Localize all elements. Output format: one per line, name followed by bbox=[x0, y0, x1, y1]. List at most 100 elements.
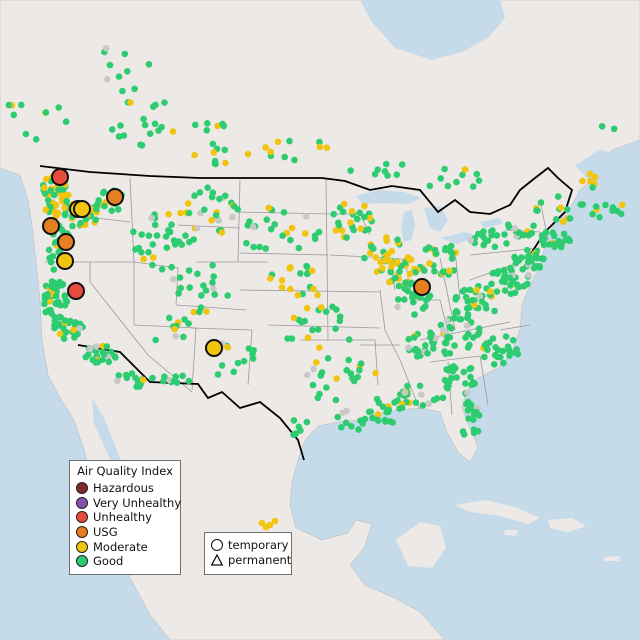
monitor-dot[interactable] bbox=[274, 138, 282, 145]
monitor-dot[interactable] bbox=[481, 353, 488, 361]
monitor-dot[interactable] bbox=[62, 328, 70, 336]
monitor-dot[interactable] bbox=[462, 380, 469, 387]
monitor-dot[interactable] bbox=[121, 50, 129, 58]
monitor-dot[interactable] bbox=[501, 287, 509, 294]
monitor-dot[interactable] bbox=[405, 335, 413, 343]
monitor-dot[interactable] bbox=[401, 296, 408, 303]
monitor-dot[interactable] bbox=[345, 336, 353, 343]
monitor-dot[interactable] bbox=[421, 267, 428, 274]
monitor-dot[interactable] bbox=[330, 210, 338, 218]
highlighted-monitor-unhealthy[interactable] bbox=[67, 282, 85, 300]
monitor-dot[interactable] bbox=[201, 206, 208, 213]
monitor-dot[interactable] bbox=[348, 423, 355, 430]
monitor-dot[interactable] bbox=[478, 298, 486, 306]
monitor-dot[interactable] bbox=[511, 225, 519, 232]
monitor-dot[interactable] bbox=[190, 236, 197, 243]
monitor-dot[interactable] bbox=[148, 214, 155, 222]
monitor-dot[interactable] bbox=[361, 202, 368, 210]
monitor-dot[interactable] bbox=[564, 206, 571, 213]
monitor-dot[interactable] bbox=[203, 308, 210, 315]
monitor-dot[interactable] bbox=[151, 221, 159, 229]
monitor-dot[interactable] bbox=[52, 212, 60, 219]
monitor-dot[interactable] bbox=[182, 232, 189, 239]
monitor-dot[interactable] bbox=[443, 317, 451, 324]
monitor-dot[interactable] bbox=[374, 417, 382, 424]
monitor-dot[interactable] bbox=[467, 401, 475, 409]
monitor-dot[interactable] bbox=[551, 243, 558, 251]
monitor-dot[interactable] bbox=[158, 123, 165, 131]
monitor-dot[interactable] bbox=[441, 165, 448, 173]
monitor-dot[interactable] bbox=[290, 417, 298, 424]
monitor-dot[interactable] bbox=[166, 314, 173, 322]
highlighted-monitor-moderate[interactable] bbox=[56, 252, 74, 270]
monitor-dot[interactable] bbox=[291, 156, 298, 164]
monitor-dot[interactable] bbox=[451, 314, 458, 322]
monitor-dot[interactable] bbox=[61, 204, 68, 212]
monitor-dot[interactable] bbox=[56, 330, 64, 338]
monitor-dot[interactable] bbox=[464, 298, 472, 305]
monitor-dot[interactable] bbox=[591, 173, 599, 181]
monitor-dot[interactable] bbox=[405, 344, 412, 351]
highlighted-monitor-unhealthy[interactable] bbox=[51, 168, 69, 186]
monitor-dot[interactable] bbox=[161, 99, 168, 106]
monitor-dot[interactable] bbox=[145, 249, 152, 256]
monitor-dot[interactable] bbox=[398, 161, 406, 168]
monitor-dot[interactable] bbox=[179, 372, 186, 380]
monitor-dot[interactable] bbox=[437, 175, 445, 182]
monitor-dot[interactable] bbox=[94, 358, 102, 366]
monitor-dot[interactable] bbox=[384, 250, 392, 258]
monitor-dot[interactable] bbox=[500, 266, 508, 274]
monitor-dot[interactable] bbox=[132, 374, 139, 382]
monitor-dot[interactable] bbox=[366, 214, 374, 222]
monitor-dot[interactable] bbox=[127, 99, 134, 106]
monitor-dot[interactable] bbox=[432, 334, 439, 342]
monitor-dot[interactable] bbox=[545, 241, 553, 248]
monitor-dot[interactable] bbox=[442, 244, 450, 252]
monitor-dot[interactable] bbox=[62, 118, 70, 125]
monitor-dot[interactable] bbox=[52, 292, 60, 300]
monitor-dot[interactable] bbox=[391, 399, 398, 406]
monitor-dot[interactable] bbox=[383, 234, 390, 241]
monitor-dot[interactable] bbox=[5, 101, 13, 109]
monitor-dot[interactable] bbox=[50, 191, 58, 199]
monitor-dot[interactable] bbox=[210, 149, 218, 156]
monitor-dot[interactable] bbox=[426, 182, 434, 190]
monitor-dot[interactable] bbox=[425, 244, 433, 251]
monitor-dot[interactable] bbox=[396, 268, 403, 275]
monitor-dot[interactable] bbox=[332, 396, 340, 404]
monitor-dot[interactable] bbox=[250, 243, 257, 251]
monitor-dot[interactable] bbox=[596, 213, 603, 221]
monitor-dot[interactable] bbox=[557, 243, 565, 251]
monitor-dot[interactable] bbox=[42, 175, 50, 183]
monitor-dot[interactable] bbox=[338, 424, 345, 431]
monitor-dot[interactable] bbox=[495, 268, 502, 275]
monitor-dot[interactable] bbox=[383, 160, 390, 168]
monitor-dot[interactable] bbox=[361, 213, 368, 221]
highlighted-monitor-usg[interactable] bbox=[57, 233, 75, 251]
highlighted-monitor-layer[interactable] bbox=[42, 168, 431, 357]
monitor-dot[interactable] bbox=[222, 159, 229, 167]
monitor-dot[interactable] bbox=[386, 278, 393, 286]
monitor-dot[interactable] bbox=[194, 270, 201, 278]
monitor-dot[interactable] bbox=[77, 219, 84, 227]
monitor-dot[interactable] bbox=[418, 391, 425, 399]
monitor-dot[interactable] bbox=[141, 121, 149, 129]
monitor-dot[interactable] bbox=[177, 209, 184, 217]
monitor-dot[interactable] bbox=[501, 231, 508, 238]
monitor-dot[interactable] bbox=[514, 350, 522, 358]
monitor-dot[interactable] bbox=[290, 431, 297, 439]
monitor-dot[interactable] bbox=[487, 288, 494, 295]
monitor-dot[interactable] bbox=[394, 236, 401, 243]
monitor-dot[interactable] bbox=[323, 144, 331, 151]
monitor-dot[interactable] bbox=[316, 143, 324, 151]
monitor-dot[interactable] bbox=[171, 325, 178, 333]
monitor-dot[interactable] bbox=[177, 284, 184, 292]
monitor-dot[interactable] bbox=[526, 252, 533, 260]
monitor-dot[interactable] bbox=[224, 344, 232, 351]
monitor-dot[interactable] bbox=[560, 230, 568, 238]
monitor-dot[interactable] bbox=[469, 183, 477, 190]
monitor-dot[interactable] bbox=[190, 308, 198, 316]
monitor-dot[interactable] bbox=[149, 261, 156, 269]
monitor-dot[interactable] bbox=[491, 243, 499, 251]
monitor-dot[interactable] bbox=[140, 255, 147, 263]
